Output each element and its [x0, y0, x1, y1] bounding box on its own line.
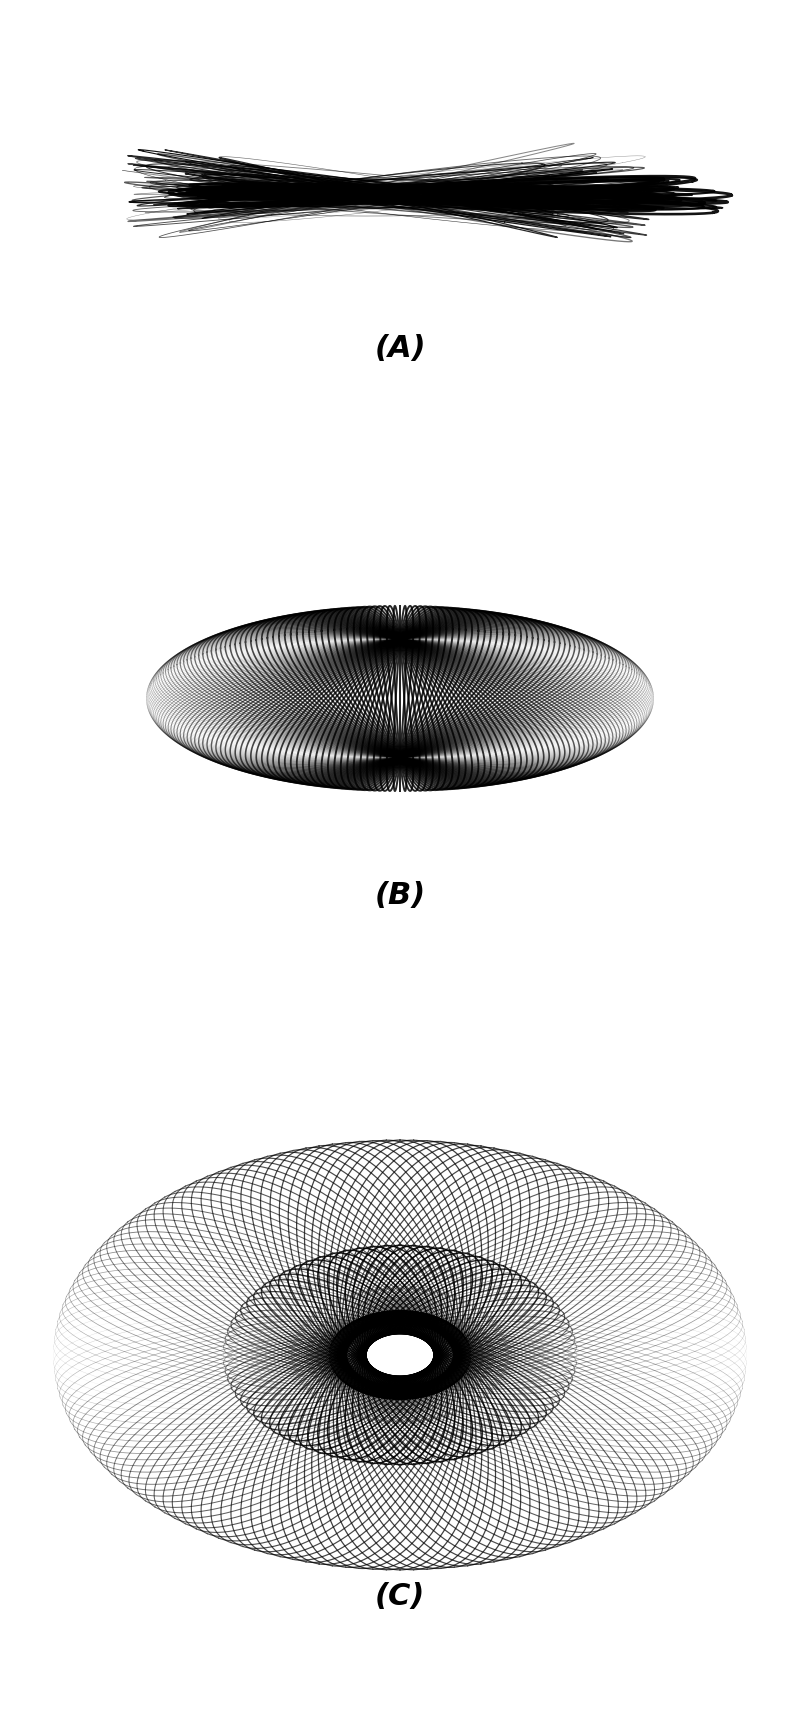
Text: (A): (A) [374, 333, 426, 363]
Text: (C): (C) [375, 1582, 425, 1611]
Text: (B): (B) [374, 881, 426, 910]
